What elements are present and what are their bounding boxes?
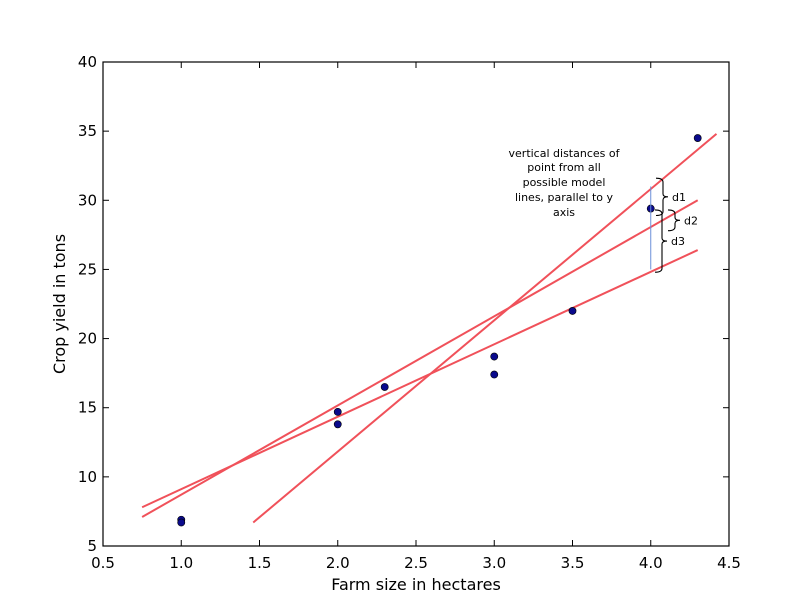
brace-label-d1: d1 — [672, 191, 686, 204]
data-point — [693, 134, 702, 142]
data-point — [490, 370, 499, 379]
data-point — [568, 307, 577, 315]
data-point — [380, 383, 389, 391]
annotation-layer: d1 d2 d3 — [650, 177, 698, 273]
annotation-line: axis — [553, 206, 575, 219]
annotation-line: vertical distances of — [509, 147, 621, 160]
annotation-line: possible model — [523, 176, 606, 189]
y-tick-label: 5 — [87, 537, 97, 555]
x-tick-label: 3.5 — [561, 554, 585, 572]
model-line — [252, 133, 718, 524]
ticks-layer: 0.5 1.0 1.5 2.0 2.5 3.0 3.5 4.0 4.5 5 10 15 20 25 30 35… — [78, 53, 741, 572]
x-tick-label: 1.5 — [248, 554, 272, 572]
y-tick-label: 35 — [78, 122, 97, 140]
data-point — [333, 420, 342, 429]
x-tick-label: 4.0 — [639, 554, 663, 572]
y-tick-label: 25 — [78, 260, 97, 278]
annotation-text: vertical distances of point from all pos… — [509, 147, 621, 219]
model-lines — [141, 133, 718, 524]
y-tick-label: 10 — [78, 468, 97, 486]
y-axis-title: Crop yield in tons — [50, 234, 69, 374]
brace-label-d2: d2 — [684, 214, 698, 227]
x-tick-label: 2.0 — [326, 554, 350, 572]
plot-frame — [102, 61, 730, 547]
annotation-line: point from all — [527, 161, 601, 174]
annotation-line: lines, parallel to y — [515, 191, 614, 204]
brace-d1 — [655, 177, 669, 217]
x-tick-label: 3.0 — [482, 554, 506, 572]
x-axis-title: Farm size in hectares — [331, 575, 501, 594]
x-tick-label: 0.5 — [91, 554, 115, 572]
data-point — [490, 352, 499, 361]
y-tick-label: 40 — [78, 53, 97, 71]
model-line — [141, 249, 699, 509]
brace-d2 — [667, 209, 681, 232]
x-tick-label: 4.5 — [717, 554, 741, 572]
data-points — [177, 134, 702, 527]
x-tick-label: 2.5 — [404, 554, 428, 572]
brace-label-d3: d3 — [671, 235, 685, 248]
y-tick-label: 30 — [78, 191, 97, 209]
y-tick-label: 20 — [78, 330, 97, 348]
x-tick-label: 1.0 — [169, 554, 193, 572]
y-tick-label: 15 — [78, 399, 97, 417]
data-point — [177, 518, 186, 527]
data-point — [333, 407, 342, 416]
brace-d3 — [654, 209, 668, 273]
